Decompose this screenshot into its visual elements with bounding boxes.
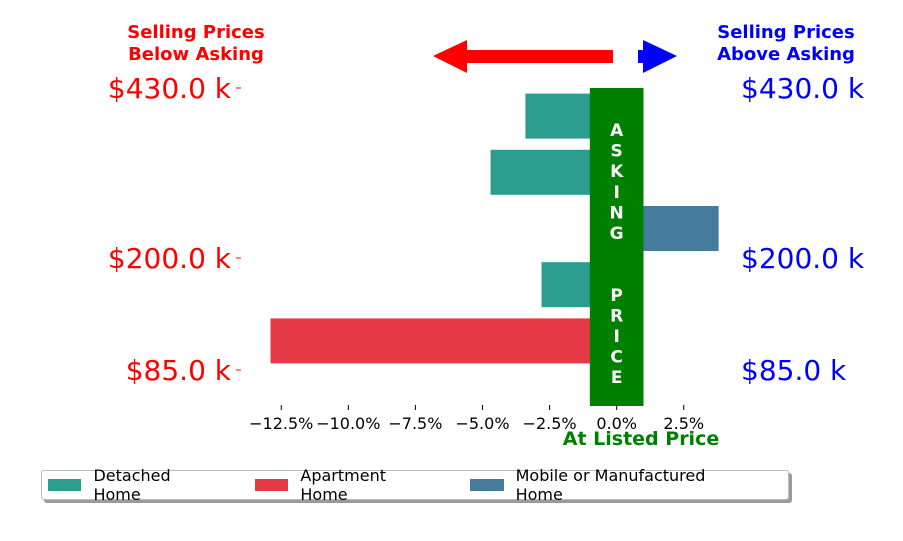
asking-label-letter: R bbox=[610, 306, 623, 326]
legend-item: Apartment Home bbox=[254, 466, 436, 504]
asking-label-letter: C bbox=[610, 348, 622, 368]
title-above-line2: Above Asking bbox=[717, 44, 855, 65]
x-tick-label: −7.5% bbox=[388, 414, 442, 433]
x-tick-label: −12.5% bbox=[249, 414, 313, 433]
asking-label-letter: I bbox=[614, 183, 620, 203]
legend-swatch bbox=[254, 479, 289, 491]
x-axis-label: At Listed Price bbox=[563, 428, 719, 450]
legend-label: Detached Home bbox=[93, 466, 171, 504]
left-price-label: $85.0 k bbox=[126, 354, 232, 387]
right-price-label: $85.0 k bbox=[741, 354, 847, 387]
x-tick-label: −2.5% bbox=[523, 414, 577, 433]
asking-label-letter: S bbox=[611, 142, 623, 162]
right-arrow-icon bbox=[638, 40, 677, 73]
asking-label-letter: G bbox=[610, 224, 624, 244]
title-below-line2: Below Asking bbox=[128, 44, 264, 65]
legend: Detached Home Apartment Home Mobile or Man… bbox=[41, 466, 789, 504]
asking-label-letter: E bbox=[611, 368, 623, 388]
legend-label: Apartment Home bbox=[300, 466, 386, 504]
legend-item: Mobile or Manufactured Home bbox=[470, 466, 754, 504]
left-arrow-icon bbox=[433, 40, 613, 73]
asking-label-letter: I bbox=[614, 327, 620, 347]
left-price-label: $200.0 k bbox=[108, 242, 232, 275]
right-price-label: $200.0 k bbox=[741, 242, 865, 275]
left-price-label: $430.0 k bbox=[108, 72, 232, 105]
legend-item: Detached Home bbox=[48, 466, 221, 504]
asking-label-letter: P bbox=[610, 286, 622, 306]
legend-swatch bbox=[48, 479, 82, 491]
x-tick-label: 0.0% bbox=[596, 414, 637, 433]
x-tick-label: −10.0% bbox=[316, 414, 380, 433]
right-price-label: $430.0 k bbox=[741, 72, 865, 105]
legend-swatch bbox=[470, 479, 504, 491]
x-tick-label: 2.5% bbox=[663, 414, 704, 433]
title-above-line1: Selling Prices bbox=[717, 22, 854, 43]
asking-label-letter: N bbox=[610, 203, 624, 223]
asking-label-letter: K bbox=[610, 162, 624, 182]
legend-label: Mobile or Manufactured Home bbox=[515, 466, 706, 504]
asking-label-letter: A bbox=[610, 121, 624, 141]
bar-5 bbox=[270, 318, 617, 364]
asking-price-band bbox=[589, 88, 644, 406]
x-tick-label: −5.0% bbox=[455, 414, 509, 433]
title-below-line1: Selling Prices bbox=[127, 22, 264, 43]
